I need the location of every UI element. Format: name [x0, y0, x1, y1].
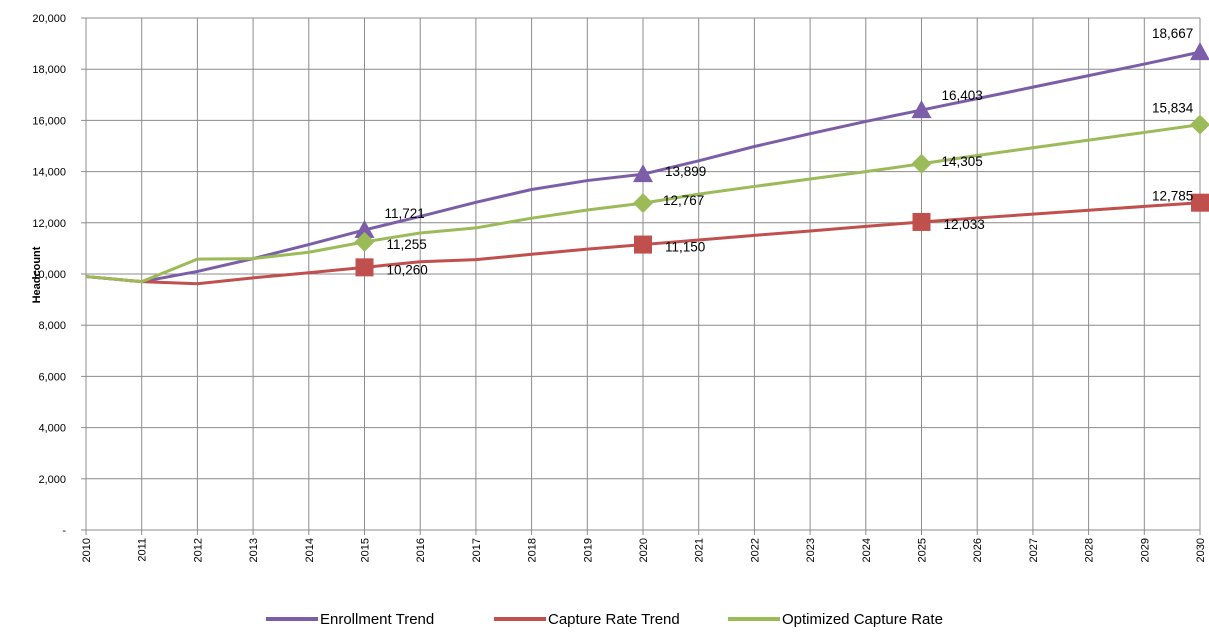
x-tick-label: 2018: [527, 538, 539, 562]
data-label: 12,033: [944, 217, 985, 232]
data-point-marker: [633, 164, 653, 183]
x-tick-label: 2011: [137, 538, 149, 562]
y-tick-label: 16,000: [32, 115, 66, 127]
x-tick-labels: 2010 2011 2012 2013 2014 2015 2016 2017 2018 2019…: [81, 538, 1207, 562]
x-tick-label: 2016: [415, 538, 427, 562]
x-tick-label: 2019: [582, 538, 594, 562]
x-tick-label: 2010: [81, 538, 93, 562]
data-label: 12,767: [663, 193, 704, 208]
y-tick-label: 2,000: [38, 474, 66, 486]
y-tick-label: 10,000: [32, 269, 66, 281]
x-tick-label: 2024: [861, 538, 873, 562]
data-point-marker: [354, 219, 375, 238]
data-point-marker: [355, 258, 374, 277]
data-label: 12,785: [1152, 189, 1193, 204]
x-tick-label: 2021: [694, 538, 706, 562]
y-tick-labels: - 2,000 4,000 6,000 8,000 10,000 12,000 14,000 1…: [32, 13, 66, 537]
x-tick-label: 2012: [192, 538, 204, 562]
x-tick-label: 2014: [304, 538, 316, 562]
data-point-marker: [912, 212, 931, 231]
legend-label: Enrollment Trend: [320, 611, 434, 628]
data-label: 18,667: [1152, 26, 1193, 41]
y-tick-label: 6,000: [38, 371, 66, 383]
x-tick-label: 2029: [1139, 538, 1151, 562]
series-capture-rate-trend: [85, 193, 1209, 286]
x-tick-label: 2020: [638, 538, 650, 562]
data-point-marker: [1190, 42, 1209, 61]
y-tick-label: 8,000: [38, 320, 66, 332]
series-enrollment-trend: [85, 42, 1209, 284]
y-tick-label: 12,000: [32, 218, 66, 230]
y-tick-label: 14,000: [32, 167, 66, 179]
y-axis-label: Headcount: [31, 246, 43, 303]
legend-label: Optimized Capture Rate: [782, 611, 943, 628]
data-label: 13,899: [665, 164, 706, 179]
x-tick-label: 2022: [749, 538, 761, 562]
x-tick-label: 2023: [805, 538, 817, 562]
x-tick-label: 2028: [1084, 538, 1096, 562]
legend-item: Enrollment Trend: [266, 611, 434, 628]
series-optimized-capture-rate: [85, 114, 1209, 284]
data-point-marker: [911, 100, 932, 119]
y-tick-label: 20,000: [32, 13, 66, 25]
y-tick-label: 18,000: [32, 64, 66, 76]
x-tick-label: 2030: [1195, 538, 1207, 562]
data-point-marker: [634, 235, 652, 254]
y-tick-label: -: [62, 525, 66, 537]
grid-lines: [85, 17, 1201, 531]
x-tick-label: 2027: [1028, 538, 1040, 562]
legend: Enrollment Trend Capture Rate Trend Optimi…: [266, 611, 943, 628]
axes: [81, 17, 1201, 535]
y-tick-label: 4,000: [38, 423, 66, 435]
x-tick-label: 2015: [360, 538, 372, 562]
x-tick-label: 2017: [471, 538, 483, 562]
data-labels: 11,721 13,899 16,403 18,667 10,260 11,150 12,0…: [385, 26, 1194, 277]
data-label: 14,305: [942, 154, 983, 169]
data-point-marker: [354, 231, 375, 252]
legend-item: Optimized Capture Rate: [728, 611, 943, 628]
data-label: 11,255: [387, 237, 427, 252]
data-label: 11,150: [665, 240, 705, 255]
data-point-marker: [633, 193, 653, 214]
legend-item: Capture Rate Trend: [494, 611, 680, 628]
data-label: 16,403: [942, 88, 983, 103]
series-group: [85, 42, 1209, 286]
data-point-marker: [1191, 193, 1209, 212]
data-point-marker: [1190, 114, 1209, 135]
x-tick-label: 2026: [972, 538, 984, 562]
legend-label: Capture Rate Trend: [548, 611, 680, 628]
data-label: 15,834: [1152, 101, 1194, 116]
data-label: 11,721: [385, 206, 425, 221]
x-tick-label: 2025: [917, 538, 929, 562]
data-point-marker: [911, 153, 932, 174]
x-tick-label: 2013: [248, 538, 260, 562]
data-label: 10,260: [387, 262, 428, 277]
